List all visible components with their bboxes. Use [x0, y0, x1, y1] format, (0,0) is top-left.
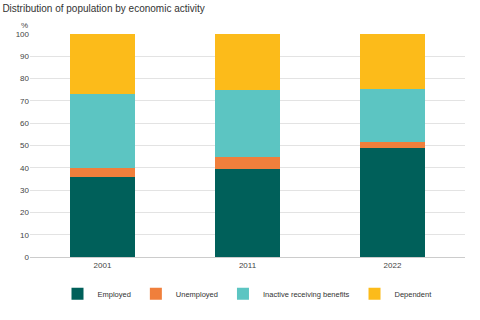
svg-text:Employed: Employed: [98, 290, 131, 299]
svg-text:80: 80: [20, 74, 29, 83]
svg-text:60: 60: [20, 119, 29, 128]
svg-text:20: 20: [20, 208, 29, 217]
svg-text:30: 30: [20, 186, 29, 195]
svg-text:10: 10: [20, 231, 29, 240]
svg-text:%: %: [21, 21, 28, 30]
svg-text:2022: 2022: [384, 261, 402, 270]
svg-text:50: 50: [20, 141, 29, 150]
svg-text:Distribution of population by: Distribution of population by economic a…: [2, 3, 204, 14]
svg-text:100: 100: [16, 30, 30, 39]
svg-text:Dependent: Dependent: [395, 290, 433, 299]
svg-text:2011: 2011: [239, 261, 257, 270]
svg-text:70: 70: [20, 97, 29, 106]
svg-text:2001: 2001: [94, 261, 112, 270]
svg-text:0: 0: [25, 253, 30, 262]
svg-text:Inactive receiving benefits: Inactive receiving benefits: [263, 290, 350, 299]
svg-text:Unemployed: Unemployed: [176, 290, 218, 299]
svg-text:40: 40: [20, 164, 29, 173]
svg-text:90: 90: [20, 52, 29, 61]
